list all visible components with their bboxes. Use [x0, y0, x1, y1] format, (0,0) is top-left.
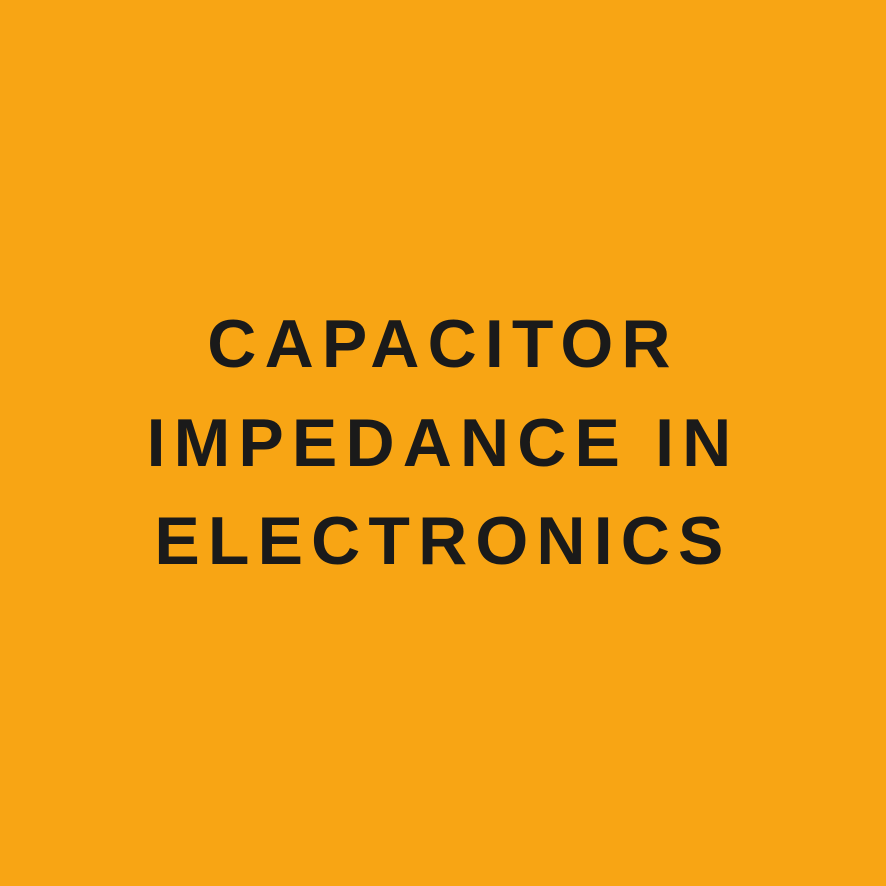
page-title: CAPACITORIMPEDANCE INELECTRONICS: [147, 295, 740, 591]
title-card: CAPACITORIMPEDANCE INELECTRONICS: [0, 0, 886, 886]
